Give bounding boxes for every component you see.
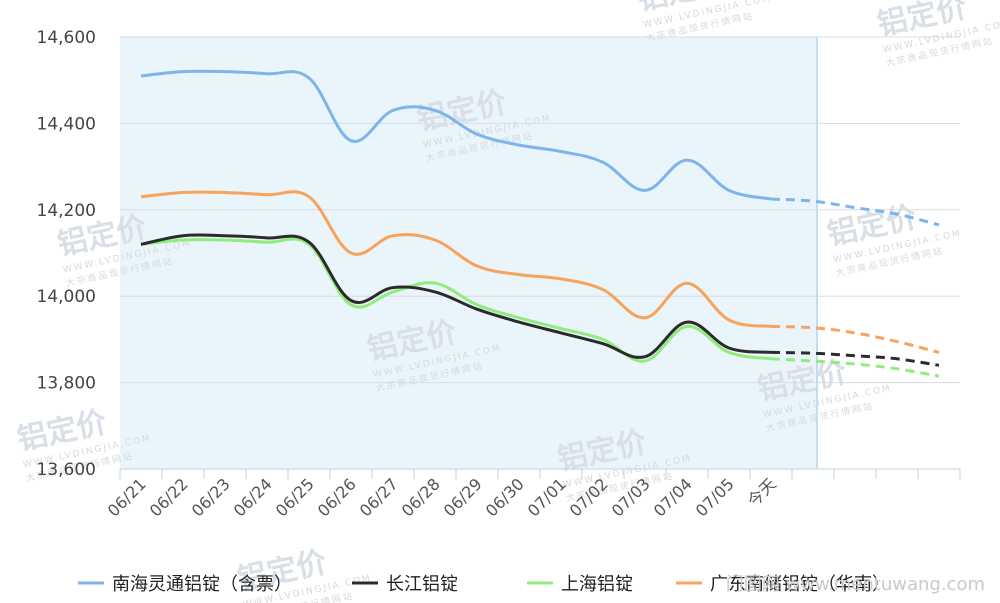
x-tick-label: 06/29 (440, 474, 486, 520)
x-tick-label: 06/21 (104, 474, 150, 520)
legend-label: 上海铝锭 (561, 574, 633, 595)
legend-item[interactable]: 长江铝锭 (352, 574, 458, 595)
y-axis: 13,600 13,800 14,000 14,200 14,400 14,600 (37, 28, 96, 480)
y-tick-label: 14,400 (37, 114, 96, 134)
x-tick-label: 07/01 (524, 474, 570, 520)
series-layer (140, 69, 940, 378)
y-tick-label: 14,600 (37, 28, 96, 48)
series-line (140, 190, 772, 328)
legend-label: 长江铝锭 (386, 574, 458, 595)
series-forecast-line (770, 357, 940, 378)
y-tick-label: 13,800 (37, 374, 96, 394)
series-forecast-line (770, 324, 940, 354)
y-tick-label: 13,600 (37, 460, 96, 480)
grid-lines (120, 36, 960, 470)
legend-item[interactable]: 南海灵通铝锭（含票） (78, 574, 292, 595)
x-tick-label: 今天 (744, 474, 780, 510)
legend-item[interactable]: 广东南储铝锭（华南） (676, 574, 890, 595)
legend-label: 广东南储铝锭（华南） (710, 574, 890, 595)
x-tick-label: 07/05 (692, 474, 738, 520)
y-tick-label: 14,200 (37, 201, 96, 221)
x-tick-label: 06/26 (314, 474, 360, 520)
y-tick-label: 14,000 (37, 287, 96, 307)
x-tick-label: 06/24 (230, 474, 276, 520)
series-line (140, 237, 772, 363)
x-tick-label: 06/23 (188, 474, 234, 520)
x-tick-label: 06/27 (356, 474, 402, 520)
legend-label: 南海灵通铝锭（含票） (112, 574, 292, 595)
legend-item[interactable]: 上海铝锭 (527, 574, 633, 595)
series-forecast-line (770, 350, 940, 367)
x-tick-label: 06/28 (398, 474, 444, 520)
legend: 南海灵通铝锭（含票） 长江铝锭 上海铝锭 广东南储铝锭（华南） (78, 574, 890, 595)
series-line (140, 233, 772, 359)
x-axis: 06/2106/2206/2306/2406/2506/2606/2706/28… (104, 469, 961, 520)
site-credit: 门图网 www.mentuwang.com (726, 574, 985, 595)
x-tick-label: 06/30 (482, 474, 528, 520)
x-tick-label: 06/22 (146, 474, 192, 520)
x-tick-label: 06/25 (272, 474, 318, 520)
series-line (140, 69, 772, 201)
history-area-background (120, 37, 817, 469)
series-forecast-line (770, 197, 940, 227)
